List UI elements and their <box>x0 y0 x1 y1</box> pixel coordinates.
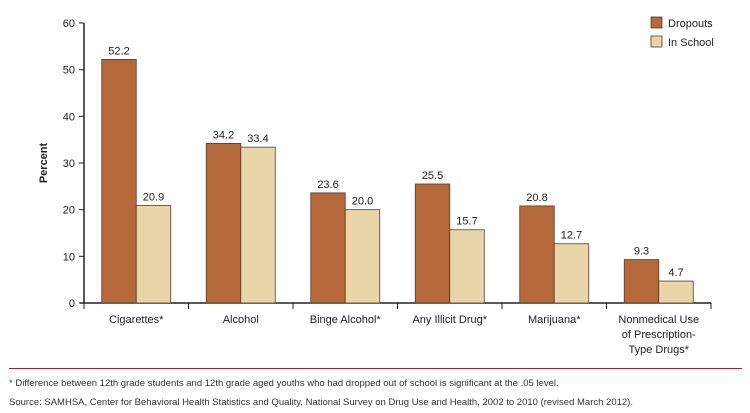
x-tick-label: Type Drugs* <box>628 344 689 356</box>
x-tick-label: Marijuana* <box>528 314 581 326</box>
data-label: 15.7 <box>456 216 477 228</box>
data-label: 23.6 <box>317 179 338 191</box>
data-label: 20.0 <box>352 196 373 208</box>
bar-dropouts <box>205 142 242 304</box>
data-label: 25.5 <box>422 170 443 182</box>
divider <box>9 368 742 369</box>
bar-in-school <box>344 209 381 304</box>
bar-dropouts <box>310 192 346 304</box>
y-tick-label: 10 <box>63 251 75 263</box>
data-label: 34.2 <box>213 129 234 141</box>
source-note: Source: SAMHSA, Center for Behavioral He… <box>9 397 633 408</box>
bar-in-school <box>449 229 485 304</box>
x-tick-label: Any Illicit Drug* <box>412 314 487 326</box>
legend-swatch <box>650 16 663 29</box>
data-label: 20.8 <box>526 192 547 204</box>
y-axis-label: Percent <box>38 142 50 183</box>
bar-dropouts <box>623 259 660 304</box>
bar-dropouts <box>519 205 555 304</box>
data-label: 33.4 <box>247 133 268 145</box>
y-tick-label: 50 <box>63 65 75 77</box>
data-label: 52.2 <box>108 45 129 57</box>
bar-in-school <box>553 243 590 304</box>
y-tick-label: 60 <box>63 18 75 30</box>
legend-label: In School <box>668 37 714 49</box>
footnote: * Difference between 12th grade students… <box>9 378 559 389</box>
data-label: 4.7 <box>668 267 683 279</box>
bar-in-school <box>135 205 172 304</box>
y-tick-label: 40 <box>63 111 75 123</box>
legend-label: Dropouts <box>668 18 713 30</box>
y-tick-label: 20 <box>63 205 75 217</box>
x-tick-label: of Prescription- <box>622 329 696 341</box>
bar-in-school <box>658 280 694 304</box>
x-tick-label: Alcohol <box>223 314 259 326</box>
legend-swatch <box>650 35 663 48</box>
x-tick-label: Nonmedical Use <box>618 314 699 326</box>
bar-in-school <box>240 146 276 304</box>
y-tick-label: 30 <box>63 158 75 170</box>
y-tick-label: 0 <box>69 298 75 310</box>
data-label: 20.9 <box>143 191 164 203</box>
bar-dropouts <box>414 183 451 304</box>
x-tick-label: Binge Alcohol* <box>310 314 382 326</box>
bar-dropouts <box>101 59 137 304</box>
data-label: 12.7 <box>561 230 582 242</box>
data-label: 9.3 <box>634 246 649 258</box>
x-tick-label: Cigarettes* <box>109 314 164 326</box>
